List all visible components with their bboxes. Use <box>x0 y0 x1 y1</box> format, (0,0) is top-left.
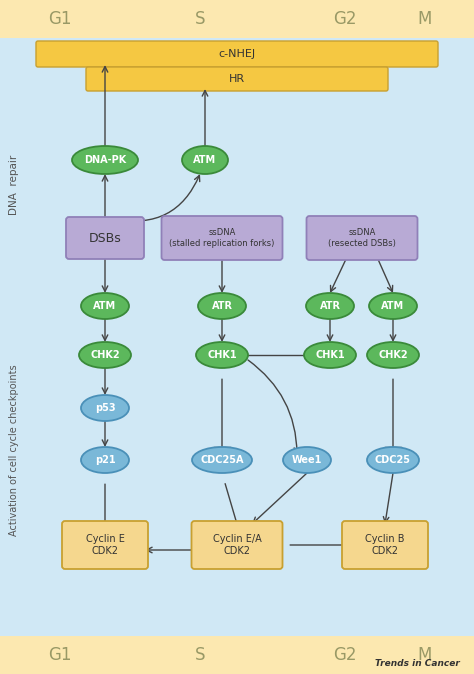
Text: p53: p53 <box>95 403 115 413</box>
Ellipse shape <box>369 293 417 319</box>
FancyBboxPatch shape <box>66 217 144 259</box>
Ellipse shape <box>192 447 252 473</box>
Ellipse shape <box>198 293 246 319</box>
Text: DNA  repair: DNA repair <box>9 155 19 215</box>
Text: M: M <box>418 646 432 664</box>
Text: c-NHEJ: c-NHEJ <box>219 49 255 59</box>
FancyBboxPatch shape <box>162 216 283 260</box>
Text: Cyclin E/A
CDK2: Cyclin E/A CDK2 <box>213 534 261 556</box>
Bar <box>0 0 474 38</box>
Text: p21: p21 <box>95 455 115 465</box>
Ellipse shape <box>79 342 131 368</box>
Ellipse shape <box>306 293 354 319</box>
Text: ATM: ATM <box>382 301 405 311</box>
Text: Cyclin B
CDK2: Cyclin B CDK2 <box>365 534 405 556</box>
Text: CHK2: CHK2 <box>378 350 408 360</box>
FancyBboxPatch shape <box>191 521 283 569</box>
Ellipse shape <box>182 146 228 174</box>
Text: M: M <box>418 10 432 28</box>
Bar <box>0 636 474 674</box>
Ellipse shape <box>283 447 331 473</box>
Text: G1: G1 <box>48 10 72 28</box>
Text: CDC25A: CDC25A <box>200 455 244 465</box>
Ellipse shape <box>367 447 419 473</box>
Ellipse shape <box>81 293 129 319</box>
Text: G2: G2 <box>333 646 357 664</box>
Text: ATM: ATM <box>193 155 217 165</box>
FancyBboxPatch shape <box>62 521 148 569</box>
Text: ssDNA
(resected DSBs): ssDNA (resected DSBs) <box>328 228 396 248</box>
FancyBboxPatch shape <box>342 521 428 569</box>
Ellipse shape <box>81 395 129 421</box>
Text: ATM: ATM <box>93 301 117 311</box>
Text: CHK2: CHK2 <box>90 350 120 360</box>
Text: DNA-PK: DNA-PK <box>84 155 126 165</box>
Ellipse shape <box>196 342 248 368</box>
FancyBboxPatch shape <box>307 216 418 260</box>
Text: G2: G2 <box>333 10 357 28</box>
Text: CHK1: CHK1 <box>207 350 237 360</box>
Text: ATR: ATR <box>211 301 233 311</box>
Text: ATR: ATR <box>319 301 340 311</box>
Ellipse shape <box>304 342 356 368</box>
Text: Activation of cell cycle checkpoints: Activation of cell cycle checkpoints <box>9 364 19 536</box>
Text: CHK1: CHK1 <box>315 350 345 360</box>
Ellipse shape <box>81 447 129 473</box>
Text: G1: G1 <box>48 646 72 664</box>
FancyBboxPatch shape <box>36 41 438 67</box>
Text: HR: HR <box>229 74 245 84</box>
Text: Trends in Cancer: Trends in Cancer <box>375 659 460 668</box>
Text: DSBs: DSBs <box>89 231 121 245</box>
FancyBboxPatch shape <box>86 67 388 91</box>
Text: Cyclin E
CDK2: Cyclin E CDK2 <box>86 534 125 556</box>
Text: ssDNA
(stalled replication forks): ssDNA (stalled replication forks) <box>169 228 275 248</box>
Text: S: S <box>195 646 205 664</box>
Ellipse shape <box>367 342 419 368</box>
Text: S: S <box>195 10 205 28</box>
Text: CDC25: CDC25 <box>375 455 411 465</box>
Ellipse shape <box>72 146 138 174</box>
Text: Wee1: Wee1 <box>292 455 322 465</box>
